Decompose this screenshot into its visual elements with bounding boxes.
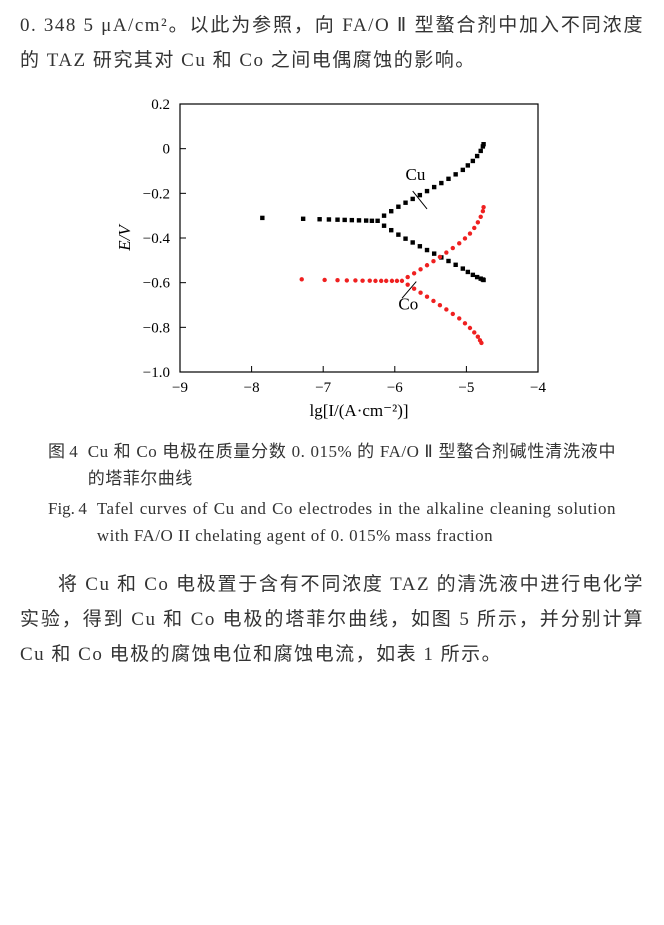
- caption-cn: 图 4 Cu 和 Co 电极在质量分数 0. 015% 的 FA/O Ⅱ 型螯合…: [48, 438, 616, 492]
- figure-4-chart: −9 −8 −7 −6 −5 −4 −1.0 −0.8 −0.6 −0.4 −0.2 0 0.2 lg[I…: [20, 94, 644, 424]
- svg-text:−7: −7: [315, 380, 331, 396]
- svg-text:−8: −8: [244, 380, 260, 396]
- svg-text:−9: −9: [172, 380, 188, 396]
- caption-en-lead: Fig. 4: [48, 495, 87, 549]
- paragraph-intro: 0. 348 5 μA/cm²。以此为参照，向 FA/O Ⅱ 型螯合剂中加入不同…: [20, 8, 644, 78]
- caption-en-body: Tafel curves of Cu and Co electrodes in …: [97, 495, 616, 549]
- svg-text:0.2: 0.2: [151, 97, 170, 113]
- svg-text:−6: −6: [387, 380, 403, 396]
- caption-cn-lead: 图 4: [48, 438, 78, 492]
- figure-4-captions: 图 4 Cu 和 Co 电极在质量分数 0. 015% 的 FA/O Ⅱ 型螯合…: [48, 438, 616, 549]
- svg-text:lg[I/(A·cm⁻²)]: lg[I/(A·cm⁻²)]: [309, 401, 408, 420]
- svg-text:−4: −4: [530, 380, 546, 396]
- svg-text:−0.4: −0.4: [143, 231, 171, 247]
- caption-cn-body: Cu 和 Co 电极在质量分数 0. 015% 的 FA/O Ⅱ 型螯合剂碱性清…: [88, 438, 616, 492]
- svg-text:−1.0: −1.0: [143, 365, 170, 381]
- svg-text:Cu: Cu: [406, 165, 426, 184]
- svg-text:0: 0: [163, 142, 171, 158]
- svg-text:Co: Co: [398, 295, 418, 314]
- svg-text:−0.8: −0.8: [143, 321, 170, 337]
- svg-text:−0.2: −0.2: [143, 187, 170, 203]
- paragraph-body: 将 Cu 和 Co 电极置于含有不同浓度 TAZ 的清洗液中进行电化学实验，得到…: [20, 567, 644, 672]
- svg-text:−5: −5: [458, 380, 474, 396]
- caption-en: Fig. 4 Tafel curves of Cu and Co electro…: [48, 495, 616, 549]
- svg-text:−0.6: −0.6: [143, 276, 171, 292]
- svg-text:E/V: E/V: [115, 223, 134, 252]
